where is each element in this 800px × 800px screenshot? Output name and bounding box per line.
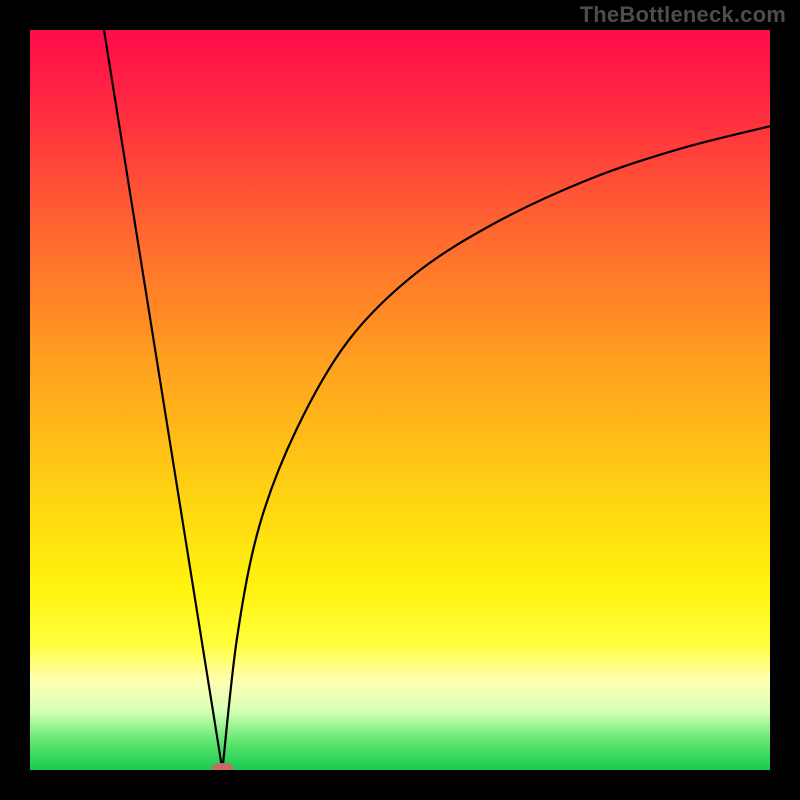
gradient-background (30, 30, 770, 770)
watermark-text: TheBottleneck.com (580, 2, 786, 28)
bottleneck-chart (30, 30, 770, 770)
